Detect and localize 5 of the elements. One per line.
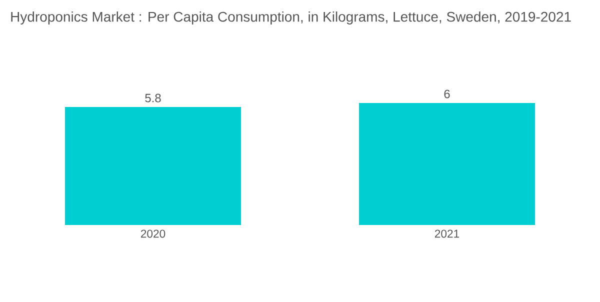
- x-tick-label: 2020: [140, 230, 166, 238]
- chart-title: Hydroponics Market : Per Capita Consumption, in Kilograms, Lettuce, Sweden, 2019-2021: [11, 11, 571, 25]
- x-tick-label: 2021: [434, 230, 460, 238]
- data-label: 6: [444, 90, 450, 98]
- data-label: 5.8: [145, 94, 161, 102]
